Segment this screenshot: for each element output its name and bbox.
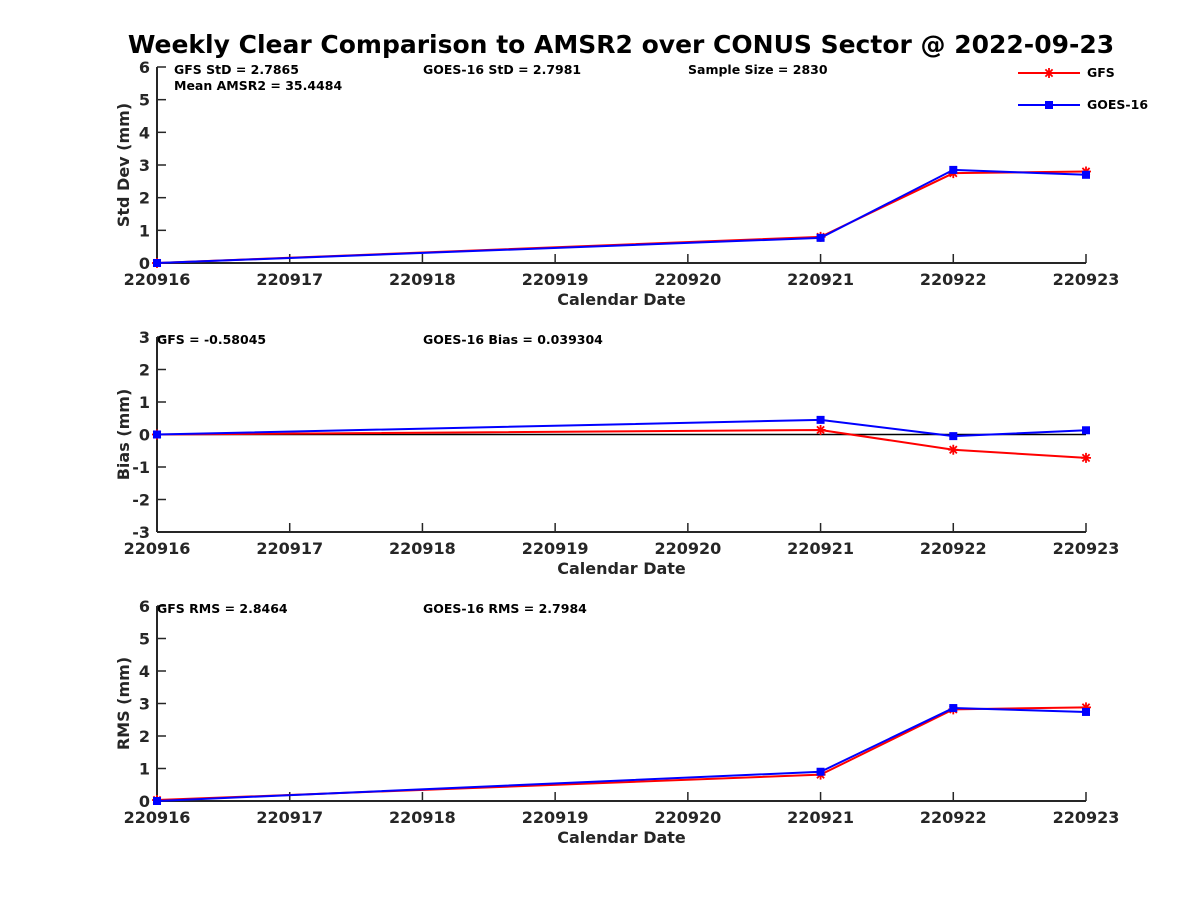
y-tick-label: 0	[139, 254, 150, 273]
x-tick-label: 220921	[787, 270, 854, 289]
y-tick-label: 0	[139, 792, 150, 811]
y-tick-label: -3	[132, 523, 150, 542]
data-point-goes-16	[949, 165, 958, 174]
stat-annotation: Mean AMSR2 = 35.4484	[174, 78, 342, 93]
data-point-goes-16	[153, 259, 161, 267]
x-tick-label: 220922	[920, 270, 987, 289]
x-tick-label: 220918	[389, 808, 456, 827]
series-line-gfs	[156, 706, 1087, 802]
x-tick-label: 220919	[522, 270, 589, 289]
subplot-3: 220916 220917 220918 220919 220920 220921 2209…	[114, 597, 1119, 847]
y-tick-label: 3	[139, 328, 150, 347]
stat-annotation: GOES-16 Bias = 0.039304	[423, 332, 603, 347]
series-line-gfs	[156, 170, 1087, 264]
data-point-goes-16	[153, 430, 161, 439]
data-point-goes-16	[1082, 426, 1090, 435]
y-tick-label: 6	[139, 58, 150, 77]
x-tick-label: 220920	[654, 539, 721, 558]
y-tick-label: 2	[139, 361, 150, 380]
x-tick-label: 220916	[124, 539, 191, 558]
data-point-gfs	[815, 424, 826, 435]
x-tick-label: 220923	[1053, 539, 1120, 558]
data-point-goes-16	[949, 704, 958, 713]
y-tick-label: 5	[139, 630, 150, 649]
data-point-goes-16	[816, 767, 825, 776]
subplot-1: 220916 220917 220918 220919 220920 220921 2209…	[114, 58, 1119, 309]
y-tick-label: 1	[139, 221, 150, 240]
x-tick-label: 220919	[522, 539, 589, 558]
stat-annotation: GFS = -0.58045	[157, 332, 266, 347]
legend-marker-goes-16	[1045, 101, 1053, 109]
y-axis-label: Bias (mm)	[114, 389, 133, 481]
x-tick-label: 220923	[1053, 808, 1120, 827]
data-point-gfs	[1081, 452, 1091, 463]
x-tick-label: 220920	[654, 270, 721, 289]
x-tick-label: 220917	[256, 539, 323, 558]
series-line-goes-16	[156, 418, 1087, 438]
y-tick-label: -2	[132, 491, 150, 510]
series-line-gfs	[156, 428, 1087, 459]
y-tick-label: 1	[139, 760, 150, 779]
x-tick-label: 220918	[389, 539, 456, 558]
x-tick-label: 220922	[920, 808, 987, 827]
y-tick-label: 2	[139, 727, 150, 746]
y-tick-label: 3	[139, 695, 150, 714]
y-tick-label: 6	[139, 597, 150, 616]
x-tick-label: 220916	[124, 808, 191, 827]
data-point-goes-16	[816, 233, 825, 242]
x-tick-label: 220923	[1053, 270, 1120, 289]
x-axis-label: Calendar Date	[557, 290, 686, 309]
x-tick-label: 220919	[522, 808, 589, 827]
data-point-goes-16	[949, 432, 958, 441]
data-point-goes-16	[1082, 707, 1090, 716]
x-tick-label: 220917	[256, 808, 323, 827]
legend-marker-gfs	[1044, 68, 1054, 78]
x-tick-label: 220922	[920, 539, 987, 558]
stat-annotation: Sample Size = 2830	[688, 62, 828, 77]
y-axis-label: Std Dev (mm)	[114, 103, 133, 227]
x-tick-label: 220921	[787, 539, 854, 558]
stat-annotation: GOES-16 RMS = 2.7984	[423, 601, 587, 616]
y-tick-label: 0	[139, 426, 150, 445]
data-point-goes-16	[1082, 170, 1090, 179]
data-point-goes-16	[816, 415, 825, 424]
y-tick-label: 2	[139, 189, 150, 208]
y-tick-label: 5	[139, 91, 150, 110]
x-tick-label: 220920	[654, 808, 721, 827]
stat-annotation: GFS RMS = 2.8464	[157, 601, 288, 616]
stat-annotation: GFS StD = 2.7865	[174, 62, 299, 77]
series-line-goes-16	[156, 168, 1087, 264]
subplot-2: 220916 220917 220918 220919 220920 220921 2209…	[114, 328, 1119, 578]
y-tick-label: 3	[139, 156, 150, 175]
series-line-goes-16	[156, 707, 1087, 802]
x-tick-label: 220917	[256, 270, 323, 289]
y-tick-label: 4	[139, 662, 150, 681]
y-tick-label: 1	[139, 393, 150, 412]
x-axis-label: Calendar Date	[557, 559, 686, 578]
x-tick-label: 220918	[389, 270, 456, 289]
y-tick-label: 4	[139, 123, 150, 142]
stat-annotation: GOES-16 StD = 2.7981	[423, 62, 581, 77]
data-point-gfs	[948, 444, 959, 455]
legend-label: GOES-16	[1087, 97, 1148, 112]
x-tick-label: 220916	[124, 270, 191, 289]
x-tick-label: 220921	[787, 808, 854, 827]
legend: GFS GOES-16	[1018, 65, 1148, 112]
y-axis-label: RMS (mm)	[114, 657, 133, 750]
y-tick-label: -1	[132, 458, 150, 477]
data-point-gfs	[1081, 702, 1091, 713]
data-point-goes-16	[153, 797, 161, 805]
chart-title: Weekly Clear Comparison to AMSR2 over CO…	[127, 30, 1115, 59]
x-axis-label: Calendar Date	[557, 828, 686, 847]
legend-label: GFS	[1087, 65, 1115, 80]
